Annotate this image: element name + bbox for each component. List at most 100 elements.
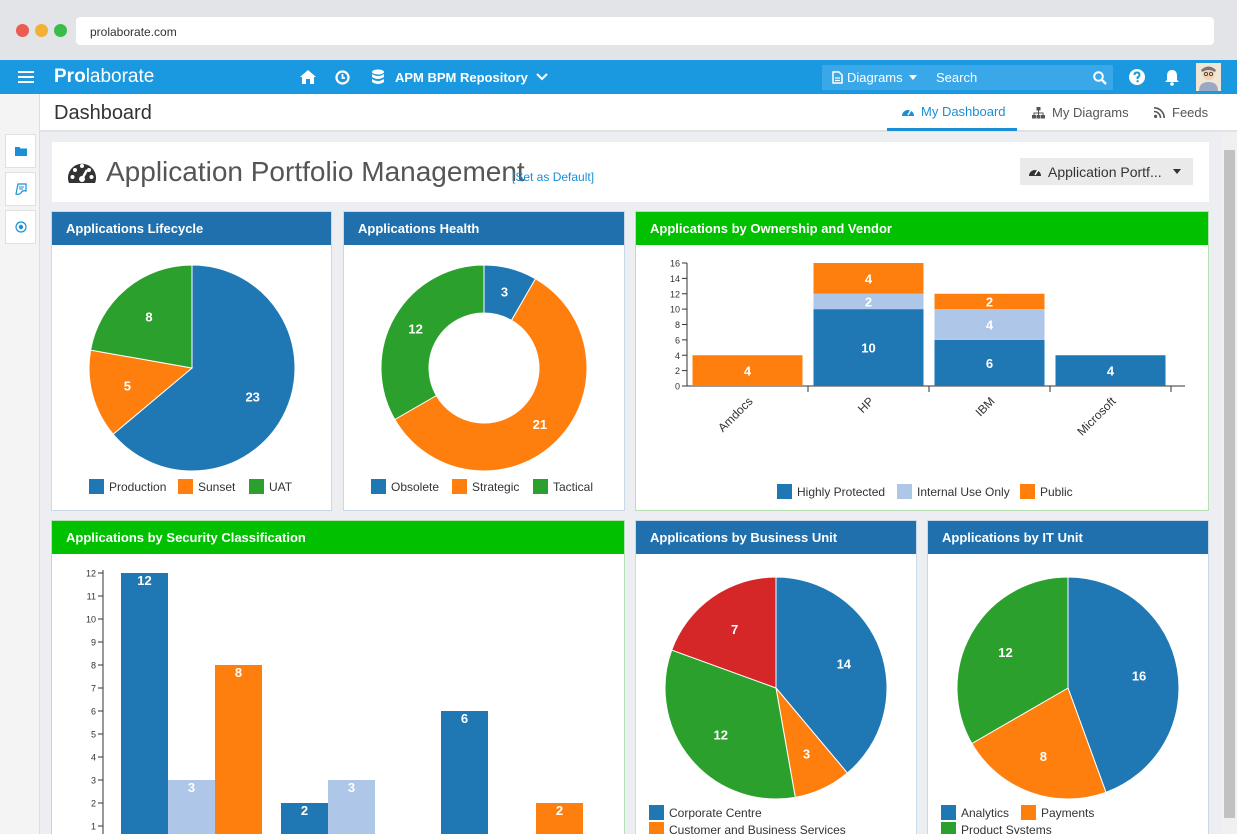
x-tick-label: Microsoft <box>1074 394 1119 439</box>
health-donut-chart: 3 21 12 Obsolete Strategic Tactical <box>371 264 593 494</box>
tab-my-dashboard[interactable]: My Dashboard <box>887 94 1017 131</box>
notification-bell-icon[interactable] <box>1164 60 1180 94</box>
hamburger-menu-icon[interactable] <box>18 60 36 94</box>
bar-value-label: 2 <box>556 803 563 818</box>
diagrams-dropdown-button[interactable]: Diagrams <box>822 65 926 90</box>
caret-down-icon <box>908 75 917 80</box>
y-tick-label: 16 <box>670 259 680 269</box>
dashboard-gauge-icon <box>68 163 96 183</box>
bar-segment <box>813 293 924 310</box>
dashboard-selector[interactable]: Application Portf... <box>1020 158 1193 185</box>
bar-value-label: 3 <box>348 780 355 795</box>
bar-value-label: 4 <box>865 271 873 286</box>
bar <box>328 780 375 834</box>
bar <box>168 780 215 834</box>
legend-swatch <box>249 479 264 494</box>
y-tick-label: 8 <box>675 320 680 330</box>
panel-title: Applications by Ownership and Vendor <box>636 212 1208 245</box>
legend-label: Customer and Business Services <box>669 823 846 834</box>
bar-segment <box>813 263 924 294</box>
legend-swatch <box>1020 484 1035 499</box>
slice-value-label: 3 <box>501 285 508 300</box>
legend-swatch <box>178 479 193 494</box>
legend-label: UAT <box>269 480 293 494</box>
slice-value-label: 23 <box>245 389 259 404</box>
home-icon[interactable] <box>300 60 316 94</box>
bar-value-label: 6 <box>461 711 468 726</box>
legend-swatch <box>897 484 912 499</box>
tab-feeds[interactable]: Feeds <box>1154 94 1208 131</box>
slice-value-label: 21 <box>533 417 547 432</box>
bar <box>281 803 328 834</box>
caret-down-icon <box>1173 169 1181 174</box>
chevron-down-icon <box>536 73 548 81</box>
bar-value-label: 2 <box>301 803 308 818</box>
target-icon[interactable] <box>5 210 36 244</box>
diagram-icon[interactable] <box>5 172 36 206</box>
y-tick-label: 14 <box>670 274 680 284</box>
search-field[interactable] <box>926 65 1113 90</box>
bar <box>441 711 488 834</box>
lifecycle-pie-chart: 23 5 8 Production Sunset UAT <box>88 264 296 494</box>
left-rail <box>0 94 40 834</box>
legend-swatch <box>89 479 104 494</box>
slice-value-label: 12 <box>408 322 422 337</box>
legend-label: Highly Protected <box>797 485 885 499</box>
bar <box>536 803 583 834</box>
panel-title: Applications by Security Classification <box>52 521 624 554</box>
top-navbar: Pro laborate APM BPM Repository Diagrams <box>0 60 1237 94</box>
legend-label: Obsolete <box>391 480 439 494</box>
help-icon[interactable] <box>1129 60 1145 94</box>
close-window-dot[interactable] <box>16 24 29 37</box>
y-tick-label: 12 <box>670 289 680 299</box>
pie-slice <box>89 264 193 369</box>
y-tick-label: 10 <box>670 305 680 315</box>
y-tick-label: 3 <box>91 776 96 786</box>
slice-value-label: 5 <box>124 378 131 393</box>
legend-label: Public <box>1040 485 1073 499</box>
panel-applications-lifecycle: Applications Lifecycle 23 5 8 Production Sun… <box>51 211 332 511</box>
minimize-window-dot[interactable] <box>35 24 48 37</box>
dashboard-gauge-icon <box>1029 169 1041 176</box>
slice-value-label: 7 <box>731 622 738 637</box>
database-icon <box>371 60 385 94</box>
scrollbar-thumb[interactable] <box>1224 150 1235 818</box>
legend-label: Internal Use Only <box>917 485 1010 499</box>
panel-title: Applications Lifecycle <box>52 212 331 245</box>
pie-slice <box>380 264 485 421</box>
bar-value-label: 8 <box>235 665 242 680</box>
bar-segment <box>934 339 1045 386</box>
legend-swatch <box>1021 805 1036 820</box>
slice-value-label: 12 <box>713 727 727 742</box>
search-input[interactable] <box>936 70 1086 85</box>
set-as-default-link[interactable]: [Set as Default] <box>512 170 595 184</box>
tab-my-diagrams[interactable]: My Diagrams <box>1032 94 1129 131</box>
folder-icon[interactable] <box>5 134 36 168</box>
dashboard-title-card: Application Portfolio Management [Set as… <box>52 142 1209 202</box>
panel-it-unit: Applications by IT Unit 16 8 12 Analytics Pa… <box>927 520 1209 834</box>
legend-label: Production <box>109 480 166 494</box>
legend-swatch <box>533 479 548 494</box>
prolaborate-logo[interactable]: Pro laborate <box>54 66 155 87</box>
user-avatar[interactable] <box>1196 60 1221 94</box>
y-tick-label: 2 <box>91 799 96 809</box>
browser-toolbar: prolaborate.com <box>0 0 1237 60</box>
recent-clock-icon[interactable] <box>335 60 350 94</box>
bar-value-label: 12 <box>137 573 151 588</box>
y-tick-label: 4 <box>91 753 96 763</box>
search-icon[interactable] <box>1093 71 1107 85</box>
panel-business-unit: Applications by Business Unit 14 3 12 7 Corp… <box>635 520 917 834</box>
slice-value-label: 8 <box>145 310 152 325</box>
legend-label: Analytics <box>961 806 1009 820</box>
address-bar[interactable]: prolaborate.com <box>76 17 1214 45</box>
slice-value-label: 8 <box>1040 749 1047 764</box>
panel-title: Applications by IT Unit <box>928 521 1208 554</box>
maximize-window-dot[interactable] <box>54 24 67 37</box>
legend-swatch <box>649 822 664 834</box>
vertical-scrollbar[interactable] <box>1222 132 1237 834</box>
repository-selector[interactable]: APM BPM Repository <box>395 60 548 94</box>
dashboard-title: Application Portfolio Management <box>106 156 525 187</box>
y-tick-label: 10 <box>86 615 96 625</box>
x-tick-label: HP <box>855 394 877 416</box>
slice-value-label: 16 <box>1132 668 1146 683</box>
